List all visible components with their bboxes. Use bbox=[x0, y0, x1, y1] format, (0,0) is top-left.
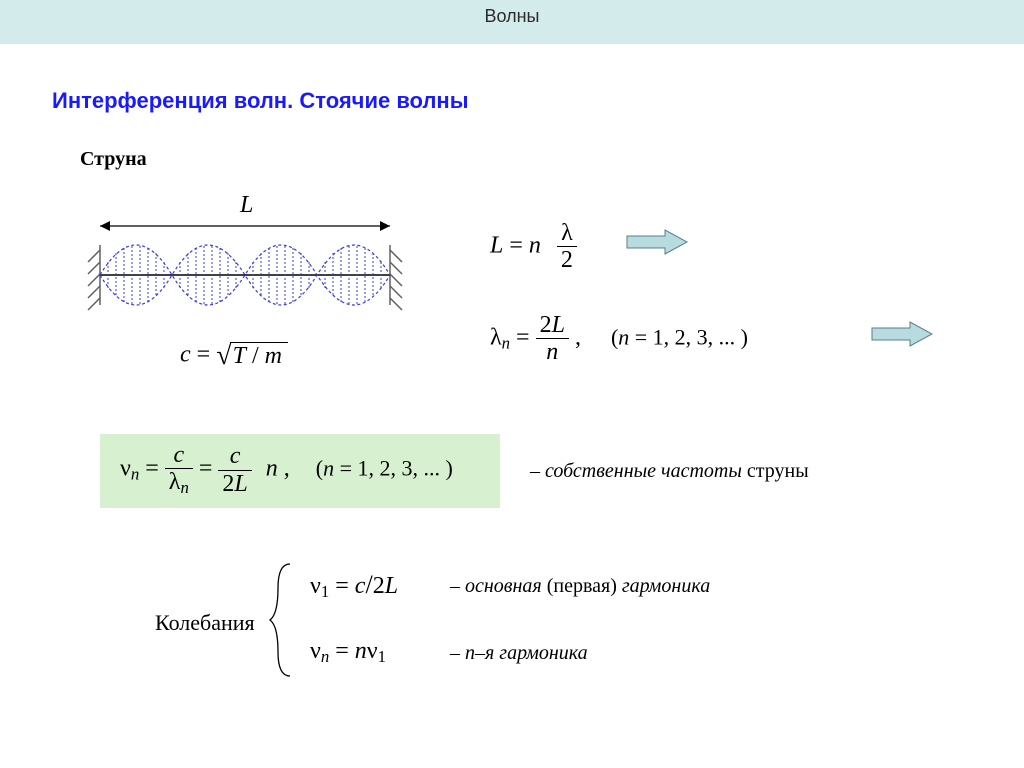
number-2: 2 bbox=[373, 573, 385, 599]
dash: – bbox=[450, 575, 465, 597]
symbol-L: L bbox=[490, 232, 503, 258]
subscript-n: n bbox=[321, 647, 329, 666]
text-italic: собственные частоты bbox=[545, 460, 742, 482]
equals-sign: = bbox=[335, 573, 355, 599]
subscript-1: 1 bbox=[321, 582, 329, 601]
dash: – bbox=[530, 460, 545, 482]
text-italic: гармоника bbox=[617, 575, 710, 597]
formula-lambda-n: λn = 2L n , (n = 1, 2, 3, ... ) bbox=[490, 312, 748, 366]
formula-nu-n: νn = c λn = c 2L n , (n = 1, 2, 3, ... ) bbox=[120, 442, 453, 498]
oscillations-label: Колебания bbox=[155, 610, 255, 636]
header-title: Волны bbox=[484, 6, 539, 26]
text-plain: струны bbox=[742, 460, 809, 482]
symbol-n: n bbox=[323, 456, 334, 481]
brace-icon bbox=[268, 560, 298, 680]
sub-heading: Струна bbox=[80, 148, 147, 171]
symbol-L: L bbox=[552, 312, 565, 338]
symbol-c: c bbox=[180, 342, 191, 368]
number-2: 2 bbox=[557, 247, 577, 273]
annotation-first-harmonic: – основная (первая) гармоника bbox=[450, 575, 710, 598]
symbol-m: m bbox=[265, 343, 282, 369]
equals-sign: = bbox=[197, 342, 217, 368]
symbol-L: L bbox=[234, 471, 247, 497]
symbol-lambda: λ bbox=[490, 324, 502, 350]
symbol-n: n bbox=[618, 324, 629, 349]
symbol-lambda: λ bbox=[557, 220, 577, 247]
equals-sign: = bbox=[199, 456, 219, 482]
symbol-T: T bbox=[233, 343, 246, 369]
annotation-eigenfrequencies: – собственные частоты струны bbox=[530, 460, 809, 483]
symbol-nu: ν bbox=[367, 638, 378, 664]
equals-sign: = bbox=[335, 638, 355, 664]
symbol-c: c bbox=[218, 443, 251, 470]
symbol-c: c bbox=[165, 442, 193, 469]
equals-sign: = bbox=[145, 456, 165, 482]
symbol-lambda: λ bbox=[169, 469, 181, 495]
equals-sign: = bbox=[516, 324, 536, 350]
subscript-n: n bbox=[502, 334, 510, 353]
symbol-n: n bbox=[465, 642, 475, 664]
symbol-n: n bbox=[529, 232, 541, 258]
formula-nu1: ν1 = c/2L bbox=[310, 570, 398, 602]
comma: , bbox=[575, 324, 581, 350]
slide-header: Волны bbox=[0, 0, 1024, 44]
formula-nun-harmonic: νn = nν1 bbox=[310, 638, 386, 667]
subscript-n: n bbox=[180, 479, 188, 498]
symbol-L: L bbox=[385, 573, 398, 599]
formula-L: L = n λ 2 bbox=[490, 220, 577, 274]
symbol-nu: ν bbox=[310, 573, 321, 599]
comma: , bbox=[284, 456, 290, 482]
number-2: 2 bbox=[540, 312, 552, 338]
equals-sign: = bbox=[509, 232, 529, 258]
subscript-n: n bbox=[131, 465, 139, 484]
slide-root: Волны Интерференция волн. Стоячие волны … bbox=[0, 0, 1024, 768]
text-paren: (первая) bbox=[547, 575, 617, 597]
subscript-1: 1 bbox=[378, 647, 386, 666]
string-standing-wave-diagram: L bbox=[70, 190, 420, 330]
symbol-nu: ν bbox=[310, 638, 321, 664]
annotation-nth-harmonic: – n–я гармоника bbox=[450, 642, 588, 665]
arrow-right-icon bbox=[625, 228, 691, 256]
section-title: Интерференция волн. Стоячие волны bbox=[52, 88, 469, 114]
symbol-nu: ν bbox=[120, 456, 131, 482]
arrow-right-icon bbox=[870, 320, 936, 348]
text-italic: основная bbox=[465, 575, 547, 597]
formula-wave-speed: c = √ T / m bbox=[180, 340, 288, 372]
number-2: 2 bbox=[222, 471, 234, 497]
symbol-n: n bbox=[536, 339, 569, 365]
diagram-label-L: L bbox=[239, 192, 253, 218]
dash: – bbox=[450, 642, 465, 664]
symbol-n: n bbox=[355, 638, 367, 664]
symbol-n: n bbox=[266, 456, 278, 482]
symbol-c: c bbox=[355, 573, 366, 599]
text-italic: –я гармоника bbox=[475, 642, 588, 664]
